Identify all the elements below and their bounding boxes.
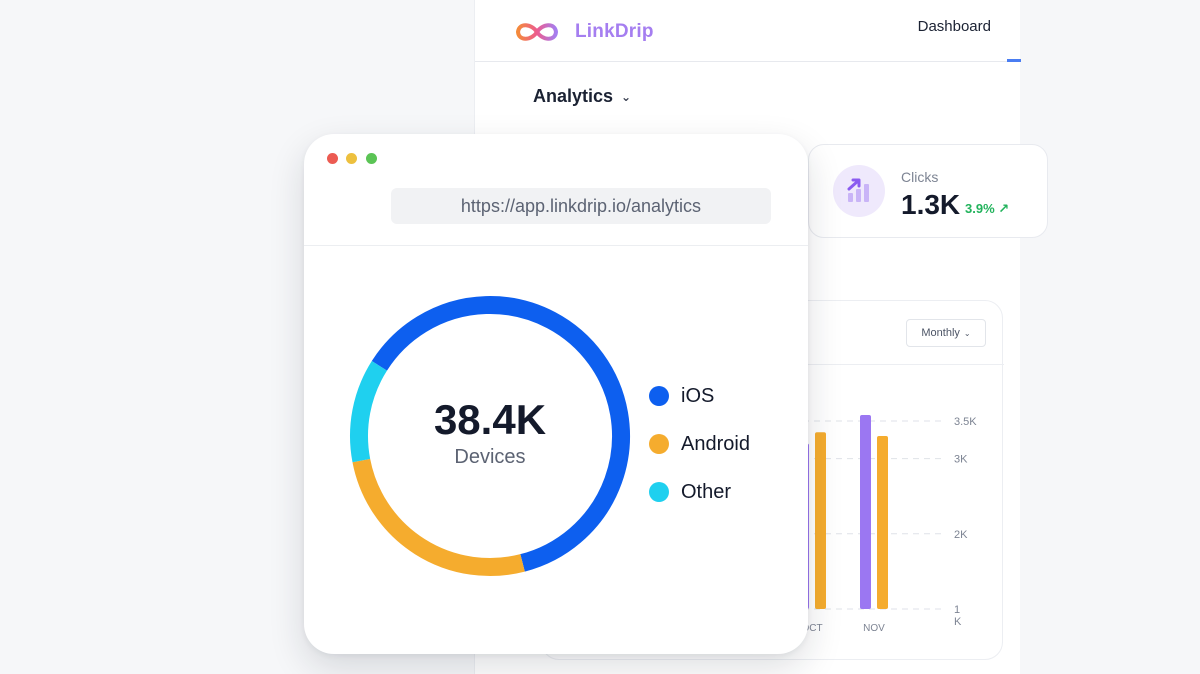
linkdrip-logo-icon [516,23,558,41]
chevron-down-icon: ⌄ [963,328,971,338]
clicks-label: Clicks [901,169,939,185]
legend-label: iOS [681,384,715,407]
window-close-button[interactable] [327,153,338,164]
brand[interactable]: LinkDrip [513,16,654,48]
legend-swatch [649,434,669,454]
x-tick-label: OCT [801,623,822,634]
y-tick-label: 3K [954,454,968,466]
donut-chart [350,296,630,576]
clicks-delta: 3.9% ↗ [965,201,1009,217]
legend-swatch [649,386,669,406]
nav-dashboard[interactable]: Dashboard [917,18,991,35]
period-select-label: Monthly [921,327,960,339]
clicks-delta-value: 3.9% [965,201,995,216]
chevron-down-icon: ⌄ [621,89,632,104]
bar-nov-series-1[interactable] [860,414,871,609]
analytics-dropdown-label: Analytics [533,86,614,106]
devices-total-label: Devices [454,446,526,468]
window-minimize-button[interactable] [346,153,357,164]
bar-oct-series-2[interactable] [815,432,826,609]
nav-active-indicator [1007,59,1021,62]
analytics-dropdown[interactable]: Analytics ⌄ [533,86,631,107]
clicks-value: 1.3K [901,189,961,220]
legend-label: Other [681,480,732,503]
top-navigation-bar: LinkDrip Dashboard [475,0,1021,62]
address-bar[interactable]: https://app.linkdrip.io/analytics [391,188,771,224]
donut-slice-ios[interactable] [371,296,630,572]
legend-item-android[interactable]: Android [649,420,750,468]
window-maximize-button[interactable] [366,153,377,164]
y-tick-label: 3.5K [954,416,977,428]
donut-slice-other[interactable] [350,360,388,463]
donut-legend: iOS Android Other [649,372,750,516]
legend-item-other[interactable]: Other [649,468,750,516]
clicks-stat-card: Clicks 1.3K 3.9% ↗ [808,144,1048,238]
bar-nov-series-2[interactable] [877,436,888,609]
devices-total-value: 38.4K [433,396,547,443]
browser-window: https://app.linkdrip.io/analytics 38.4K … [304,134,808,654]
trend-chart-icon [833,165,885,217]
y-tick-label: 2K [954,529,968,541]
x-tick-label: NOV [863,623,885,634]
brand-name: LinkDrip [575,21,654,42]
legend-label: Android [681,432,750,455]
legend-swatch [649,482,669,502]
y-tick-label: K [954,616,962,628]
arrow-up-right-icon: ↗ [998,201,1010,216]
window-header-divider [304,245,808,246]
period-select[interactable]: Monthly ⌄ [906,319,986,347]
legend-item-ios[interactable]: iOS [649,372,750,420]
donut-slice-android[interactable] [352,458,525,576]
y-tick-label: 1 [954,604,960,616]
